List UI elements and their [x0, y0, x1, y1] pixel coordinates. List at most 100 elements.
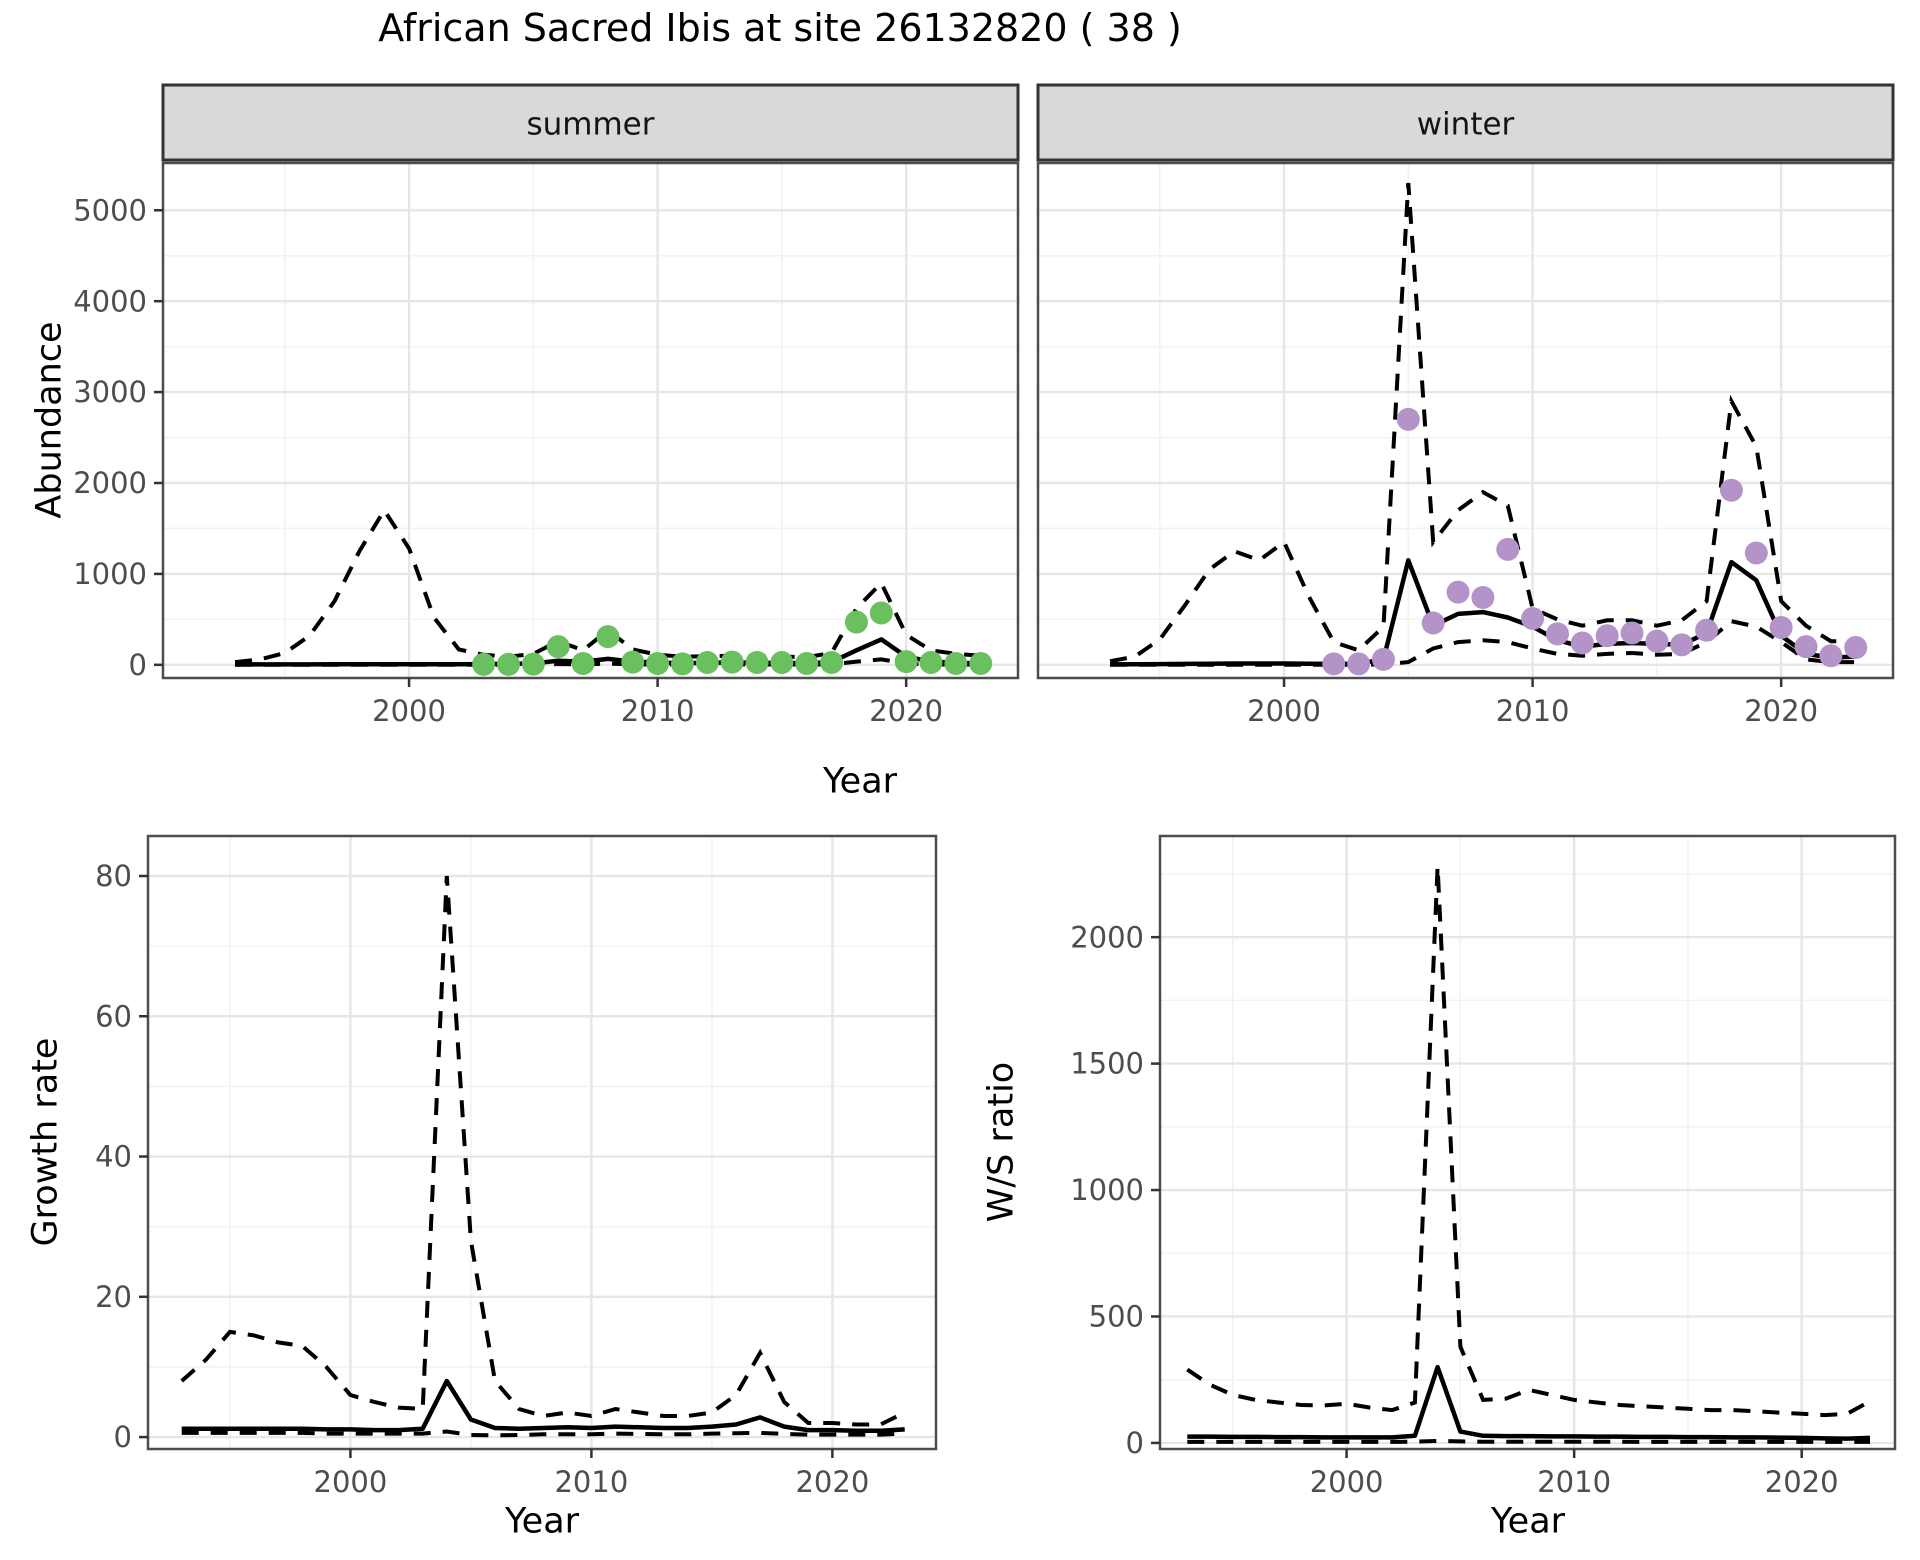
observation-point: [1670, 633, 1694, 657]
y-tick-label: 2000: [73, 466, 147, 500]
observation-point: [1744, 541, 1768, 565]
panel-border: [1036, 161, 1895, 680]
observation-point: [1794, 635, 1818, 659]
y-tick-label: 500: [1089, 1300, 1144, 1334]
fit-line: [1187, 1364, 1871, 1441]
observation-point: [770, 651, 794, 675]
observation-point: [720, 650, 744, 674]
x-tick-label: 2020: [795, 1465, 869, 1499]
x-tick-label: 2020: [869, 694, 943, 728]
observation-point: [820, 651, 844, 675]
x-tick-label: 2000: [1310, 1465, 1384, 1499]
y-tick-label: 0: [129, 648, 147, 682]
observation-point: [1844, 636, 1868, 660]
ci-upper-line: [1186, 866, 1871, 1418]
observation-point: [571, 651, 595, 675]
panel-background: [1160, 836, 1895, 1449]
facet-strip-label: summer: [526, 106, 654, 142]
x-tick-label: 2020: [1744, 694, 1818, 728]
observation-point: [1347, 652, 1371, 676]
observation-point: [521, 652, 545, 676]
y-tick-label: 20: [95, 1280, 132, 1314]
observation-point: [496, 652, 520, 676]
fit-line: [1110, 558, 1856, 667]
plot-title: African Sacred Ibis at site 26132820 ( 3…: [378, 6, 1182, 50]
panel-border: [1158, 834, 1897, 1451]
y-tick-label: 0: [114, 1420, 132, 1454]
observation-point: [1396, 407, 1420, 431]
x-tick-label: 2000: [1247, 694, 1321, 728]
observation-point: [944, 651, 968, 675]
observation-point: [1595, 624, 1619, 648]
x-tick-label: 2020: [1765, 1465, 1839, 1499]
observation-point: [795, 651, 819, 675]
observation-point: [596, 625, 620, 649]
observation-point: [1695, 618, 1719, 642]
observation-point: [1819, 644, 1843, 668]
observation-point: [1496, 537, 1520, 561]
panel-background: [148, 836, 936, 1449]
x-tick-label: 2000: [372, 694, 446, 728]
ci-upper-line: [1109, 182, 1856, 664]
y-tick-label: 3000: [73, 375, 147, 409]
observation-point: [745, 651, 769, 675]
observation-point: [869, 601, 893, 625]
observation-point: [472, 652, 496, 676]
observation-point: [894, 650, 918, 674]
observation-point: [1570, 631, 1594, 655]
observation-point: [1471, 586, 1495, 610]
y-tick-label: 2000: [1070, 920, 1144, 954]
panel-background: [163, 163, 1018, 678]
panel-border: [146, 834, 938, 1451]
y-tick-label: 60: [95, 999, 132, 1033]
x-tick-label: 2010: [554, 1465, 628, 1499]
x-tick-label: 2010: [1537, 1465, 1611, 1499]
ci-lower-line: [181, 1429, 905, 1438]
observation-point: [1620, 621, 1644, 645]
y-axis-title: W/S ratio: [981, 1062, 1021, 1222]
x-axis-title-top: Year: [822, 761, 898, 801]
y-tick-label: 1500: [1070, 1047, 1144, 1081]
x-tick-label: 2000: [314, 1465, 388, 1499]
y-tick-label: 1000: [73, 557, 147, 591]
x-tick-label: 2010: [621, 694, 695, 728]
y-tick-label: 4000: [73, 284, 147, 318]
y-tick-label: 1000: [1070, 1173, 1144, 1207]
observation-point: [1545, 622, 1569, 646]
observation-point: [1421, 611, 1445, 635]
facet-strip: [1036, 83, 1895, 162]
y-tick-label: 5000: [73, 193, 147, 227]
ci-upper-line: [234, 506, 981, 665]
observation-point: [546, 635, 570, 659]
observation-point: [1322, 652, 1346, 676]
ci-upper-line: [180, 875, 906, 1427]
y-axis-title: Abundance: [29, 321, 69, 518]
y-axis-title: Growth rate: [25, 1038, 65, 1247]
observation-point: [646, 651, 670, 675]
fit-line: [181, 1378, 905, 1434]
y-tick-label: 80: [95, 859, 132, 893]
panel-border: [161, 161, 1020, 680]
observation-point: [969, 651, 993, 675]
observation-point: [670, 652, 694, 676]
x-axis-title: Year: [1490, 1501, 1566, 1541]
fit-line: [235, 637, 981, 667]
observation-point: [1719, 478, 1743, 502]
observation-point: [919, 651, 943, 675]
y-tick-label: 40: [95, 1140, 132, 1174]
observation-point: [695, 651, 719, 675]
facet-strip: [161, 83, 1020, 162]
observation-point: [1769, 616, 1793, 640]
observation-point: [1371, 647, 1395, 671]
observation-point: [1645, 629, 1669, 653]
x-tick-label: 2010: [1496, 694, 1570, 728]
observation-point: [844, 610, 868, 634]
observation-point: [621, 650, 645, 674]
observation-point: [1446, 580, 1470, 604]
x-axis-title: Year: [504, 1501, 580, 1541]
facet-strip-label: winter: [1417, 106, 1515, 142]
observation-point: [1521, 606, 1545, 630]
y-tick-label: 0: [1126, 1426, 1144, 1460]
